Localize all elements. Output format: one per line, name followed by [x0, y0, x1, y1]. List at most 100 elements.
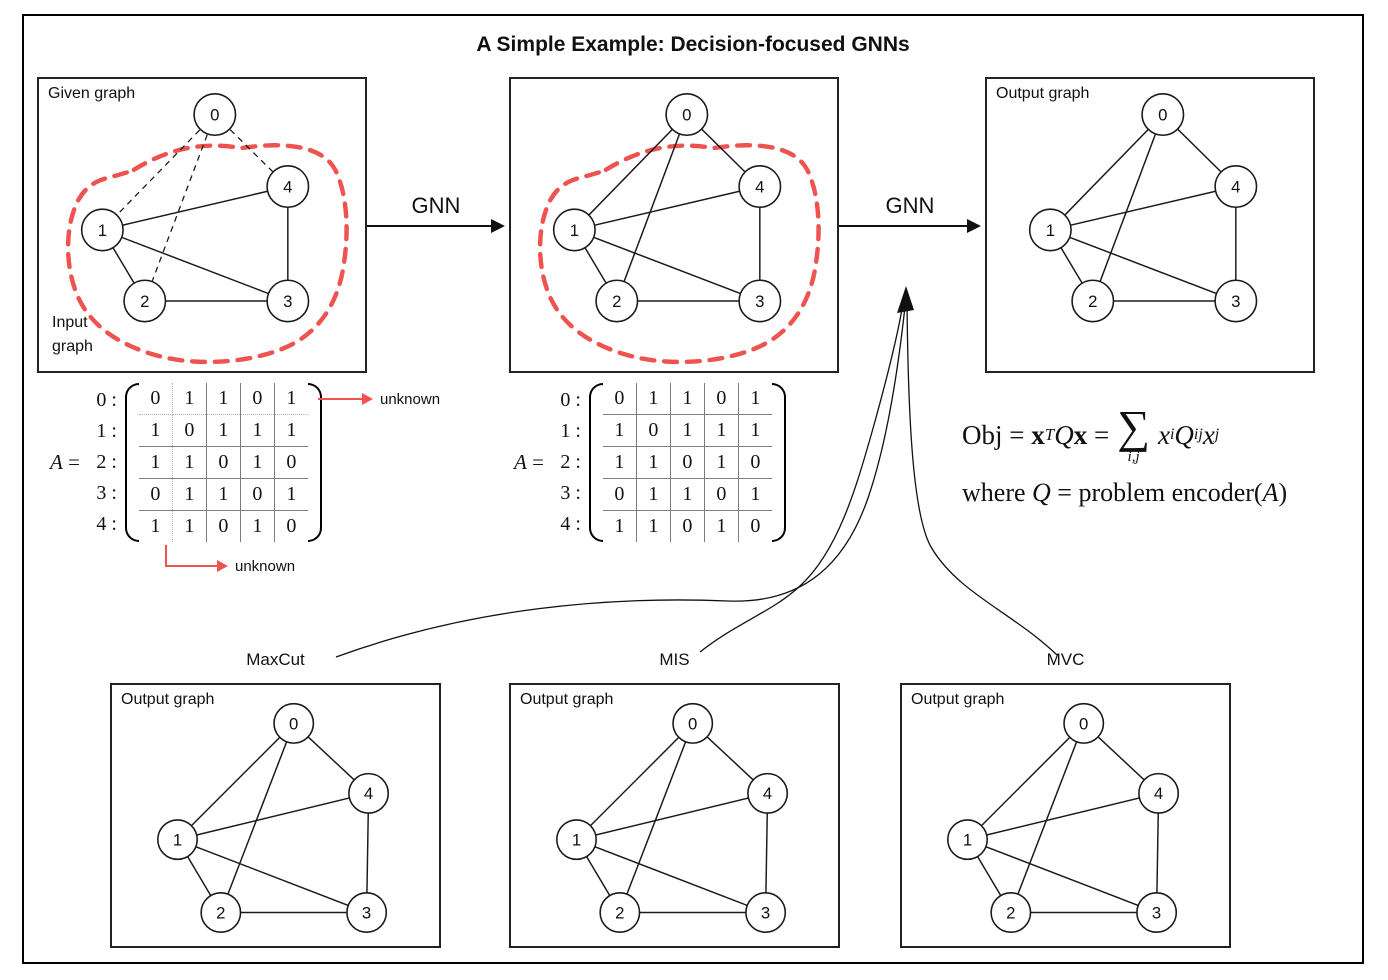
edge-0-2 [1092, 114, 1164, 302]
svg-text:1: 1 [1046, 221, 1055, 240]
node-3: 3 [1136, 892, 1178, 933]
edge-1-4 [1050, 185, 1236, 231]
mis-output-graph-label: Output graph [520, 691, 614, 708]
svg-text:2: 2 [615, 903, 624, 922]
node-0: 0 [665, 93, 709, 137]
node-4: 4 [747, 772, 789, 814]
edge-1-3 [967, 838, 1157, 914]
unknown-col-arrow-shaft [165, 565, 217, 567]
gnn-label-1: GNN [411, 193, 461, 218]
left-paren [588, 383, 603, 542]
svg-text:0: 0 [688, 714, 697, 733]
where-clause: where Q = problem encoder(A) [962, 477, 1288, 507]
svg-text:1: 1 [98, 221, 107, 240]
svg-text:1: 1 [572, 831, 581, 850]
svg-text:3: 3 [1231, 292, 1240, 311]
edge-0-2 [220, 723, 295, 913]
svg-text:0: 0 [1079, 714, 1088, 733]
svg-text:0: 0 [289, 714, 298, 733]
edge-1-4 [574, 185, 760, 231]
edge-1-3 [576, 838, 766, 914]
output-graph-label: Output graph [996, 85, 1090, 102]
node-2: 2 [123, 279, 167, 323]
edge-0-1 [101, 114, 216, 231]
mis-graph-drawing: 0 1 2 3 4 [556, 702, 789, 933]
node-1: 1 [157, 819, 198, 861]
node-2: 2 [595, 279, 639, 323]
matrix-row-labels: 0 : 1 : 2 : 3 : 4 : [96, 389, 117, 535]
left-paren [124, 383, 139, 542]
mvc-graph-drawing: 0 1 2 3 4 [947, 702, 1180, 933]
maxcut-graph-drawing: 0 1 2 3 4 [157, 702, 390, 933]
svg-text:4: 4 [283, 177, 292, 196]
maxcut-output-graph-label: Output graph [121, 691, 215, 708]
gnn-arrow-2-shaft [839, 225, 967, 227]
maxcut-panel: Output graph 0 1 2 3 4 [110, 683, 441, 948]
node-3: 3 [738, 279, 782, 323]
node-1: 1 [947, 819, 988, 861]
given-graph-drawing: 0 1 2 3 4 [65, 93, 349, 365]
svg-text:4: 4 [1231, 177, 1240, 196]
node-0: 0 [1141, 93, 1185, 137]
svg-text:1: 1 [963, 831, 972, 850]
mis-title: MIS [659, 650, 690, 669]
node-2: 2 [599, 892, 641, 933]
node-2: 2 [1071, 279, 1115, 323]
node-3: 3 [745, 892, 787, 933]
edge-0-1 [1049, 113, 1164, 231]
given-graph-panel: Given graph Input graph 0 1 2 3 4 [37, 77, 367, 373]
figure-title: A Simple Example: Decision-focused GNNs [476, 33, 910, 56]
node-4: 4 [266, 165, 310, 209]
node-4: 4 [1214, 165, 1258, 209]
completed-graph-drawing: 0 1 2 3 4 [537, 93, 821, 365]
summation-symbol: ∑ i,j [1117, 401, 1150, 465]
edge-1-3 [1050, 229, 1237, 302]
edge-1-4 [102, 185, 288, 231]
edge-1-4 [967, 792, 1159, 841]
node-0: 0 [273, 702, 315, 744]
edge-1-4 [576, 792, 768, 841]
svg-text:3: 3 [283, 292, 292, 311]
svg-text:0: 0 [210, 105, 219, 124]
svg-text:0: 0 [1158, 105, 1167, 124]
input-graph-label: Input graph [52, 314, 93, 355]
gnn-arrow-2-head [967, 219, 981, 233]
given-graph-label: Given graph [48, 85, 136, 102]
svg-text:4: 4 [1154, 784, 1163, 803]
node-3: 3 [1214, 279, 1258, 323]
svg-text:4: 4 [763, 784, 772, 803]
svg-text:1: 1 [173, 831, 182, 850]
unknown-row-arrow-shaft [318, 398, 362, 400]
svg-text:4: 4 [755, 177, 764, 196]
svg-text:2: 2 [612, 292, 621, 311]
edge-1-3 [102, 229, 289, 302]
svg-text:1: 1 [570, 221, 579, 240]
output-graph-drawing: 0 1 2 3 4 [1028, 93, 1258, 323]
node-1: 1 [552, 208, 596, 252]
completed-graph-panel: 0 1 2 3 4 [509, 77, 839, 373]
node-0: 0 [193, 93, 237, 137]
matrix-row-labels: 0 : 1 : 2 : 3 : 4 : [560, 389, 581, 535]
node-0: 0 [1063, 702, 1105, 744]
node-4: 4 [1138, 772, 1180, 814]
svg-text:3: 3 [755, 292, 764, 311]
edge-0-1 [575, 722, 694, 841]
edge-0-2 [619, 723, 694, 913]
svg-text:2: 2 [216, 903, 225, 922]
node-4: 4 [738, 165, 782, 209]
edge-1-3 [574, 229, 761, 302]
svg-text:0: 0 [682, 105, 691, 124]
node-4: 4 [348, 772, 390, 814]
node-2: 2 [990, 892, 1032, 933]
unknown-row-label: unknown [380, 391, 441, 408]
node-1: 1 [1028, 208, 1072, 252]
svg-text:3: 3 [1152, 903, 1161, 922]
